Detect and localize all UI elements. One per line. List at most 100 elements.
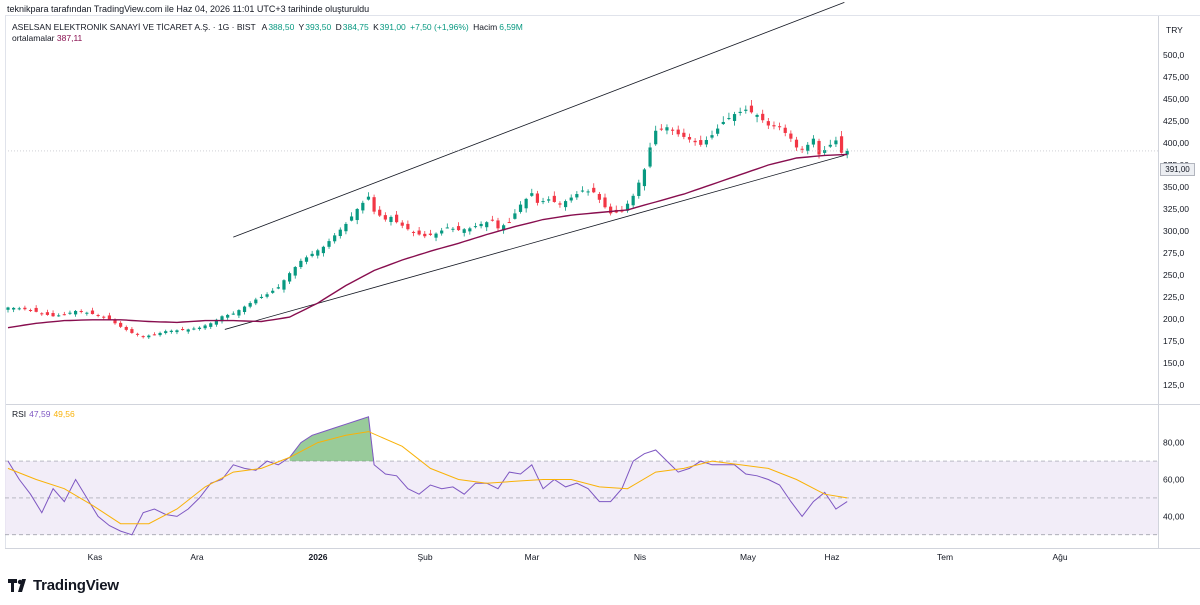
low-label: D [335,22,342,32]
candle-body [17,308,21,310]
candle-body [45,312,50,315]
price-axis-tick-label: 175,0 [1163,336,1185,346]
high-label: Y [298,22,305,32]
candle-body [310,253,314,257]
candle-body [378,209,382,216]
time-axis-tick-label: Nis [634,552,646,562]
candle-body [119,322,123,327]
rsi-legend[interactable]: RSI 47,59 49,56 [12,409,75,419]
candle-body [135,333,140,335]
candle-body [282,280,286,290]
candle-body [839,136,844,153]
candle-body [828,144,832,147]
candle-body [366,196,371,200]
candle-body [817,140,821,155]
candle-body [552,195,556,202]
candle-body [372,197,376,212]
rsi-value: 47,59 [29,409,51,419]
candle-body [242,306,247,313]
candle-body [535,193,540,203]
candle-body [113,319,117,324]
candle-body [288,273,292,282]
time-axis-tick-label: May [740,552,757,562]
rsi-axis-tick-label: 60,00 [1163,475,1185,485]
candle-body [541,201,545,203]
volume-label: Hacim [473,22,498,32]
candle-body [349,216,354,221]
candle-body [586,191,590,193]
high-value: 393,50 [305,22,332,32]
candle-body [220,316,224,322]
candle-body [23,307,27,310]
time-axis-tick-label: Haz [824,552,839,562]
candle-body [265,294,269,297]
symbol-name[interactable]: ASELSAN ELEKTRONİK SANAYİ VE TİCARET A.Ş… [12,22,256,32]
candle-body [186,329,190,332]
candle-body [389,216,393,223]
price-axis-tick-label: 125,0 [1163,380,1185,390]
candle-body [473,226,478,228]
candle-body [592,187,596,193]
candle-body [333,235,337,242]
candle-body [597,193,601,200]
candle-body [152,334,157,336]
candle-body [147,335,151,338]
candle-body [400,222,404,226]
candle-body [479,223,483,227]
ma-legend[interactable]: ortalamalar 387,11 [12,33,82,43]
time-axis-tick-label: Ağu [1052,552,1067,562]
candle-body [276,287,280,289]
low-value: 384,75 [342,22,369,32]
candle-body [158,332,162,336]
candle-body [530,193,534,196]
candle-body [496,220,500,229]
candle-body [259,296,264,298]
moving-average-line [7,153,848,329]
chart-canvas[interactable]: 125,0 150,0 175,0 200,0 225,0 250,0 275,0 300,0… [0,0,1200,570]
candle-body [237,310,241,316]
candle-body [558,203,562,205]
symbol-legend: ASELSAN ELEKTRONİK SANAYİ VE TİCARET A.Ş… [12,22,525,32]
tradingview-logo[interactable]: TradingView [8,577,119,594]
candle-body [811,138,815,145]
candle-body [699,140,703,145]
currency-label[interactable]: TRY [1166,25,1183,35]
candle-body [203,325,207,329]
candle-body [79,310,83,312]
volume-value: 6,59M [499,22,523,32]
candle-body [727,118,731,120]
price-axis-tick-label: 450,00 [1163,94,1189,104]
candle-body [687,136,692,140]
candle-body [169,330,173,332]
candle-body [625,203,630,211]
price-axis-tick-label: 300,00 [1163,226,1189,236]
candle-body [68,312,72,314]
candle-body [547,199,551,201]
candle-body [761,113,765,121]
candle-body [766,121,770,126]
time-axis-tick-label: Mar [525,552,540,562]
candle-body [783,127,787,133]
candle-body [321,246,325,254]
rsi-label: RSI [12,409,27,419]
price-axis-tick-label: 400,00 [1163,138,1189,148]
candle-body [344,223,348,232]
price-axis-tick-label: 325,00 [1163,204,1189,214]
candle-body [6,307,10,310]
candle-body [141,336,145,338]
candle-body [631,195,635,206]
channel-upper-line [233,2,845,238]
candle-body [789,133,793,139]
price-axis-tick-label: 275,0 [1163,248,1185,258]
candle-body [575,194,579,198]
candle-body [180,329,185,331]
candle-body [85,312,89,314]
ma-value: 387,11 [56,33,83,43]
candle-body [226,314,230,318]
candle-body [518,204,523,212]
open-value: 388,50 [268,22,295,32]
price-axis-tick-label: 350,00 [1163,182,1189,192]
candle-body [417,230,421,235]
candle-body [164,331,168,334]
candle-body [648,147,652,167]
